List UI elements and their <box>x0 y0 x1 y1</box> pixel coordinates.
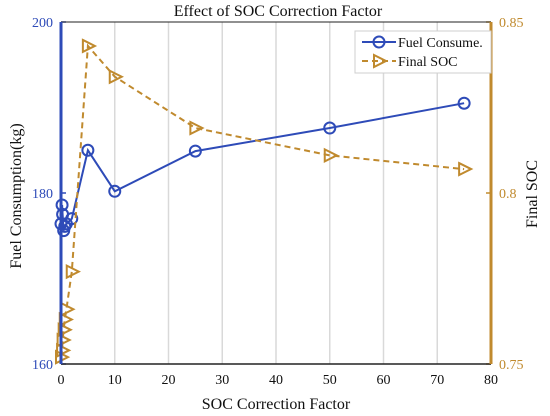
y-axis-right-label: Final SOC <box>524 160 541 228</box>
x-tick-label: 60 <box>377 373 391 388</box>
final-soc-point <box>65 264 81 280</box>
legend: Fuel Consume. Final SOC <box>354 30 492 74</box>
fuel-consumption-point <box>323 121 337 135</box>
y-left-tick-label: 180 <box>32 187 53 202</box>
legend-box <box>354 30 492 74</box>
x-axis-label: SOC Correction Factor <box>202 396 351 413</box>
legend-fuel-marker <box>372 35 386 49</box>
y-left-tick-label: 200 <box>32 16 53 31</box>
final-soc-point <box>56 342 72 358</box>
legend-fuel-label: Fuel Consume. <box>398 36 483 51</box>
x-tick-label: 70 <box>430 373 444 388</box>
fuel-consumption-point <box>188 144 202 158</box>
x-tick-label: 40 <box>269 373 283 388</box>
legend-soc-marker <box>373 53 389 69</box>
y-right-tick-label: 0.8 <box>499 187 517 202</box>
y-right-tick-label: 0.75 <box>499 358 524 373</box>
series-final-soc <box>55 38 474 365</box>
grid <box>114 22 438 364</box>
x-tick-label: 50 <box>323 373 337 388</box>
final-soc-point <box>56 332 72 348</box>
fuel-consumption-point <box>108 184 122 198</box>
series-layer <box>54 38 474 365</box>
fuel-consumption-line <box>60 102 465 231</box>
fuel-consumption-point <box>457 96 471 110</box>
final-soc-point <box>189 120 205 136</box>
fuel-consumption-point <box>65 212 79 226</box>
x-tick-label: 30 <box>215 373 229 388</box>
legend-soc-label: Final SOC <box>398 55 458 70</box>
final-soc-point <box>81 38 98 54</box>
y-left-tick-label: 160 <box>32 358 53 373</box>
y-right-tick-label: 0.85 <box>499 16 524 31</box>
final-soc-point <box>57 322 73 338</box>
x-tick-label: 20 <box>162 373 176 388</box>
x-tick-label: 0 <box>58 373 65 388</box>
series-fuel-consumption <box>54 96 471 238</box>
final-soc-point <box>108 69 124 85</box>
final-soc-point <box>323 147 339 163</box>
chart-title: Effect of SOC Correction Factor <box>174 3 383 20</box>
tick-labels: 0 10 20 30 40 50 60 70 80 160 180 200 0.75 0.8 0.85 <box>32 16 524 388</box>
x-tick-label: 80 <box>484 373 498 388</box>
final-soc-line <box>60 43 465 358</box>
fuel-consumption-point <box>81 143 95 157</box>
final-soc-point <box>458 161 474 177</box>
x-tick-label: 10 <box>108 373 122 388</box>
y-axis-left-label: Fuel Consumption(kg) <box>8 123 25 268</box>
axes <box>59 21 493 365</box>
